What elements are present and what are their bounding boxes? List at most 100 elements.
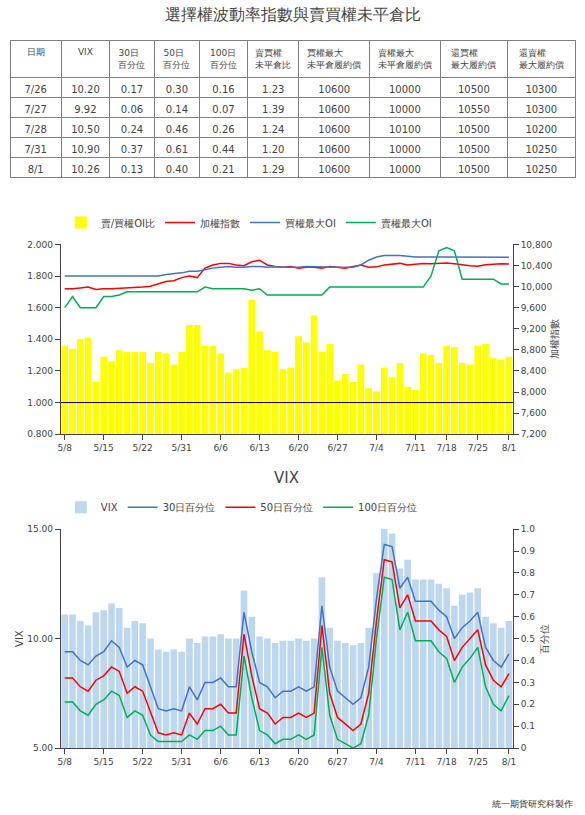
svg-text:10000: 10000 (389, 104, 421, 115)
svg-text:0.07: 0.07 (212, 104, 234, 115)
svg-text:10.26: 10.26 (71, 164, 100, 175)
svg-text:0.24: 0.24 (121, 124, 143, 135)
svg-text:6/13: 6/13 (249, 443, 269, 453)
svg-text:1.39: 1.39 (262, 104, 284, 115)
svg-text:0.40: 0.40 (166, 164, 188, 175)
svg-text:賣/買權OI比: 賣/買權OI比 (101, 218, 155, 229)
svg-text:10300: 10300 (525, 84, 557, 95)
svg-text:加權指數: 加權指數 (200, 218, 240, 229)
svg-text:7/25: 7/25 (468, 443, 488, 453)
svg-text:10500: 10500 (458, 164, 490, 175)
svg-text:選擇權波動率指數與賣買權未平倉比: 選擇權波動率指數與賣買權未平倉比 (165, 5, 421, 24)
svg-text:0.9: 0.9 (521, 546, 536, 556)
svg-text:0.7: 0.7 (521, 590, 535, 600)
svg-text:10.00: 10.00 (27, 634, 53, 644)
svg-text:0.16: 0.16 (212, 84, 234, 95)
svg-text:還賣權最大履約價: 還賣權最大履約價 (519, 48, 564, 70)
svg-text:7,600: 7,600 (521, 408, 547, 418)
svg-text:0.61: 0.61 (166, 144, 188, 155)
svg-text:0.37: 0.37 (121, 144, 143, 155)
svg-text:7/25: 7/25 (468, 757, 488, 767)
svg-text:10500: 10500 (458, 144, 490, 155)
svg-text:7/4: 7/4 (369, 757, 384, 767)
svg-text:VIX: VIX (274, 469, 299, 487)
svg-text:0.44: 0.44 (212, 144, 234, 155)
svg-text:6/6: 6/6 (213, 443, 228, 453)
svg-text:10,800: 10,800 (521, 240, 553, 250)
svg-text:8,800: 8,800 (521, 345, 547, 355)
svg-text:10300: 10300 (525, 104, 557, 115)
svg-text:5/15: 5/15 (94, 443, 114, 453)
svg-text:30日百分位: 30日百分位 (118, 48, 145, 70)
svg-text:0.1: 0.1 (521, 721, 535, 731)
svg-text:5.00: 5.00 (33, 743, 53, 753)
svg-text:5/8: 5/8 (58, 443, 73, 453)
svg-text:1.29: 1.29 (262, 164, 284, 175)
svg-text:買權最大OI: 買權最大OI (285, 218, 336, 229)
svg-text:0.26: 0.26 (212, 124, 234, 135)
svg-text:1.24: 1.24 (262, 124, 284, 135)
svg-text:1.0: 1.0 (521, 524, 536, 534)
svg-text:1.23: 1.23 (262, 84, 284, 95)
svg-text:6/27: 6/27 (327, 443, 347, 453)
svg-text:10600: 10600 (318, 104, 350, 115)
svg-text:100日百分位: 100日百分位 (358, 502, 417, 513)
svg-text:8/1: 8/1 (28, 164, 44, 175)
svg-text:VIX: VIX (14, 630, 25, 647)
svg-text:10200: 10200 (525, 124, 557, 135)
svg-text:7/18: 7/18 (437, 757, 457, 767)
svg-text:7,200: 7,200 (521, 429, 547, 439)
svg-text:9,600: 9,600 (521, 303, 547, 313)
svg-text:10.90: 10.90 (71, 144, 100, 155)
svg-text:9.92: 9.92 (74, 104, 96, 115)
svg-text:1.20: 1.20 (262, 144, 284, 155)
svg-text:0.800: 0.800 (27, 429, 53, 439)
svg-text:10550: 10550 (458, 104, 490, 115)
svg-text:5/31: 5/31 (172, 443, 192, 453)
svg-text:10600: 10600 (318, 124, 350, 135)
svg-text:買權最大未平倉履約價: 買權最大未平倉履約價 (307, 48, 361, 70)
svg-text:30日百分位: 30日百分位 (163, 502, 216, 513)
svg-text:5/15: 5/15 (94, 757, 114, 767)
svg-text:統一期貨研究科製作: 統一期貨研究科製作 (492, 799, 573, 809)
svg-text:0.2: 0.2 (521, 699, 535, 709)
svg-text:1.600: 1.600 (27, 303, 53, 313)
svg-text:1.400: 1.400 (27, 334, 53, 344)
svg-text:10.20: 10.20 (71, 84, 100, 95)
svg-text:0.8: 0.8 (521, 568, 536, 578)
svg-text:50日百分位: 50日百分位 (260, 502, 313, 513)
svg-text:10000: 10000 (389, 144, 421, 155)
svg-text:5/22: 5/22 (133, 757, 153, 767)
svg-text:8,400: 8,400 (521, 366, 547, 376)
svg-text:7/11: 7/11 (405, 757, 425, 767)
svg-text:賣權最大未平倉履約價: 賣權最大未平倉履約價 (378, 48, 432, 70)
svg-text:0.46: 0.46 (166, 124, 188, 135)
svg-text:7/26: 7/26 (24, 84, 46, 95)
svg-text:10.50: 10.50 (71, 124, 100, 135)
svg-text:7/31: 7/31 (24, 144, 46, 155)
svg-text:0.3: 0.3 (521, 678, 535, 688)
svg-text:6/20: 6/20 (288, 757, 308, 767)
svg-text:50日百分位: 50日百分位 (163, 48, 190, 70)
svg-text:0.21: 0.21 (212, 164, 234, 175)
svg-text:還買權最大履約價: 還買權最大履約價 (451, 48, 496, 70)
svg-text:10000: 10000 (389, 164, 421, 175)
svg-text:加權指數: 加權指數 (549, 319, 560, 359)
svg-text:6/27: 6/27 (327, 757, 347, 767)
svg-text:8/1: 8/1 (502, 443, 516, 453)
svg-text:7/27: 7/27 (24, 104, 46, 115)
svg-text:5/8: 5/8 (58, 757, 73, 767)
svg-text:0.5: 0.5 (521, 634, 535, 644)
svg-text:0.4: 0.4 (521, 656, 536, 666)
svg-text:0.17: 0.17 (121, 84, 143, 95)
svg-text:0.13: 0.13 (121, 164, 143, 175)
svg-text:7/4: 7/4 (369, 443, 384, 453)
svg-text:7/18: 7/18 (437, 443, 457, 453)
svg-text:日期: 日期 (27, 47, 45, 57)
svg-text:6/20: 6/20 (288, 443, 308, 453)
svg-text:6/13: 6/13 (249, 757, 269, 767)
svg-text:10100: 10100 (389, 124, 421, 135)
svg-text:賣買權未平倉比: 賣買權未平倉比 (255, 48, 291, 70)
svg-text:0.06: 0.06 (121, 104, 143, 115)
svg-text:0.14: 0.14 (166, 104, 188, 115)
